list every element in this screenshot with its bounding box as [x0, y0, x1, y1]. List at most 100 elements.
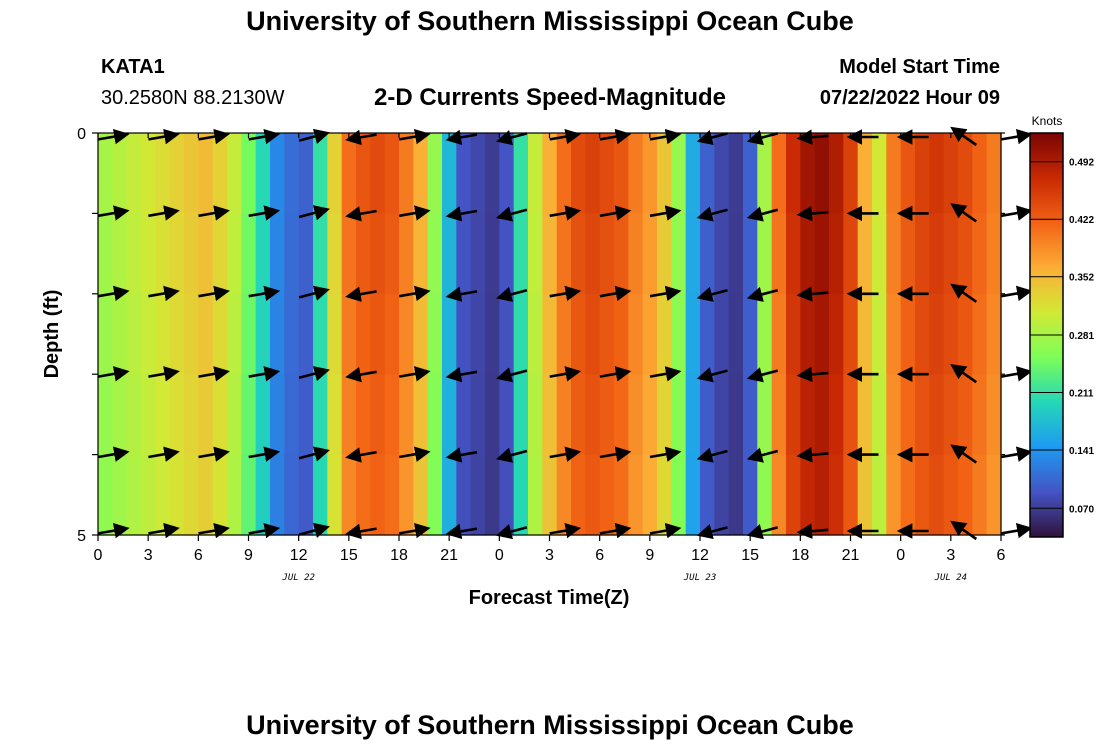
- x-tick-label: 6: [194, 547, 203, 564]
- heatmap-cell: [886, 293, 902, 375]
- heatmap-cell: [958, 374, 973, 456]
- current-vector: [198, 522, 230, 539]
- heatmap-cell: [757, 374, 773, 456]
- heatmap-cell: [298, 374, 314, 456]
- heatmap-cell: [800, 213, 816, 295]
- heatmap-cell: [943, 213, 959, 295]
- heatmap-cell: [126, 213, 142, 295]
- heatmap-cell: [212, 133, 228, 214]
- heatmap-cell: [485, 213, 500, 295]
- heatmap-cell: [470, 374, 486, 456]
- current-vector: [298, 285, 330, 301]
- heatmap-cell: [786, 454, 801, 536]
- current-vector: [649, 522, 682, 539]
- current-vector: [746, 286, 779, 302]
- heatmap-cell: [528, 133, 543, 214]
- heatmap-cell: [98, 374, 113, 456]
- page-title: University of Southern Mississippi Ocean…: [246, 6, 854, 36]
- current-vector: [746, 447, 779, 463]
- current-vector: [345, 523, 377, 540]
- heatmap-cell: [943, 133, 959, 214]
- heatmap-cell: [657, 374, 672, 456]
- heatmap-cell: [298, 213, 314, 295]
- current-vector: [496, 367, 528, 383]
- heatmap-cell: [843, 454, 859, 536]
- heatmap-cell: [585, 213, 601, 295]
- heatmap-cell: [298, 454, 314, 536]
- heatmap-cell: [642, 133, 658, 214]
- heatmap-cell: [657, 133, 672, 214]
- heatmap-cell: [872, 374, 887, 456]
- heatmap-cell: [685, 213, 701, 295]
- heatmap-cell: [341, 133, 357, 214]
- model-start-value: 07/22/2022 Hour 09: [819, 87, 1000, 109]
- heatmap-cell: [814, 454, 830, 536]
- heatmap-cell: [298, 293, 314, 375]
- heatmap-cell: [198, 293, 214, 375]
- current-vector: [97, 446, 130, 462]
- heatmap-cell: [915, 454, 930, 536]
- heatmap-cell: [442, 293, 457, 375]
- heatmap-cell: [857, 213, 873, 295]
- heatmap-cell: [442, 454, 457, 536]
- heatmap-cell: [685, 293, 701, 375]
- heatmap-cell: [986, 454, 1002, 536]
- heatmap-cell: [857, 293, 873, 375]
- x-tick-label: 12: [290, 547, 308, 564]
- date-label: JUL 23: [683, 573, 717, 583]
- heatmap-cell: [929, 293, 945, 375]
- heatmap-cell: [528, 293, 543, 375]
- heatmap-cell: [227, 454, 242, 536]
- heatmap-cell: [786, 293, 801, 375]
- heatmap-cell: [413, 454, 429, 536]
- heatmap-cell: [800, 374, 816, 456]
- heatmap-cell: [700, 293, 715, 375]
- heatmap-cell: [141, 213, 156, 295]
- heatmap-cell: [327, 374, 343, 456]
- heatmap-cell: [169, 213, 185, 295]
- current-vector: [496, 206, 528, 222]
- heatmap-cell: [829, 213, 844, 295]
- heatmap-cell: [829, 293, 844, 375]
- heatmap-cell: [198, 454, 214, 536]
- heatmap-cell: [513, 374, 529, 456]
- heatmap-cell: [986, 374, 1002, 456]
- heatmap-cell: [528, 454, 543, 536]
- colorbar-tick-label: 0.211: [1069, 388, 1094, 399]
- heatmap-cell: [700, 374, 715, 456]
- x-tick-label: 15: [340, 547, 358, 564]
- heatmap-cell: [212, 213, 228, 295]
- heatmap-cell: [241, 133, 257, 214]
- heatmap-cell: [384, 454, 400, 536]
- heatmap-cell: [872, 454, 887, 536]
- heatmap-cell: [872, 133, 887, 214]
- current-vector: [496, 524, 528, 540]
- heatmap-cell: [241, 374, 257, 456]
- heatmap-cell: [112, 293, 128, 375]
- heatmap-cell: [270, 374, 285, 456]
- heatmap-cell: [599, 213, 615, 295]
- heatmap-cell: [900, 454, 916, 536]
- current-vector: [950, 126, 978, 147]
- heatmap-cell: [571, 213, 586, 295]
- heatmap-cell: [384, 133, 400, 214]
- heatmap-cell: [184, 133, 199, 214]
- heatmap-cell: [771, 293, 787, 375]
- y-tick-label: 5: [77, 528, 86, 545]
- heatmap-cell: [642, 293, 658, 375]
- current-vector: [696, 286, 728, 302]
- heatmap-cell: [442, 374, 457, 456]
- current-vector: [445, 286, 478, 302]
- current-vector: [649, 205, 682, 221]
- heatmap-cell: [470, 454, 486, 536]
- heatmap-cell: [972, 213, 988, 295]
- heatmap-cell: [728, 133, 744, 214]
- current-vector: [445, 523, 478, 540]
- heatmap-cell: [599, 374, 615, 456]
- heatmap-cell: [642, 454, 658, 536]
- current-vector: [445, 366, 478, 383]
- heatmap-cell: [270, 133, 285, 214]
- current-vector: [298, 366, 330, 382]
- current-vector: [1000, 128, 1033, 145]
- heatmap-cell: [857, 133, 873, 214]
